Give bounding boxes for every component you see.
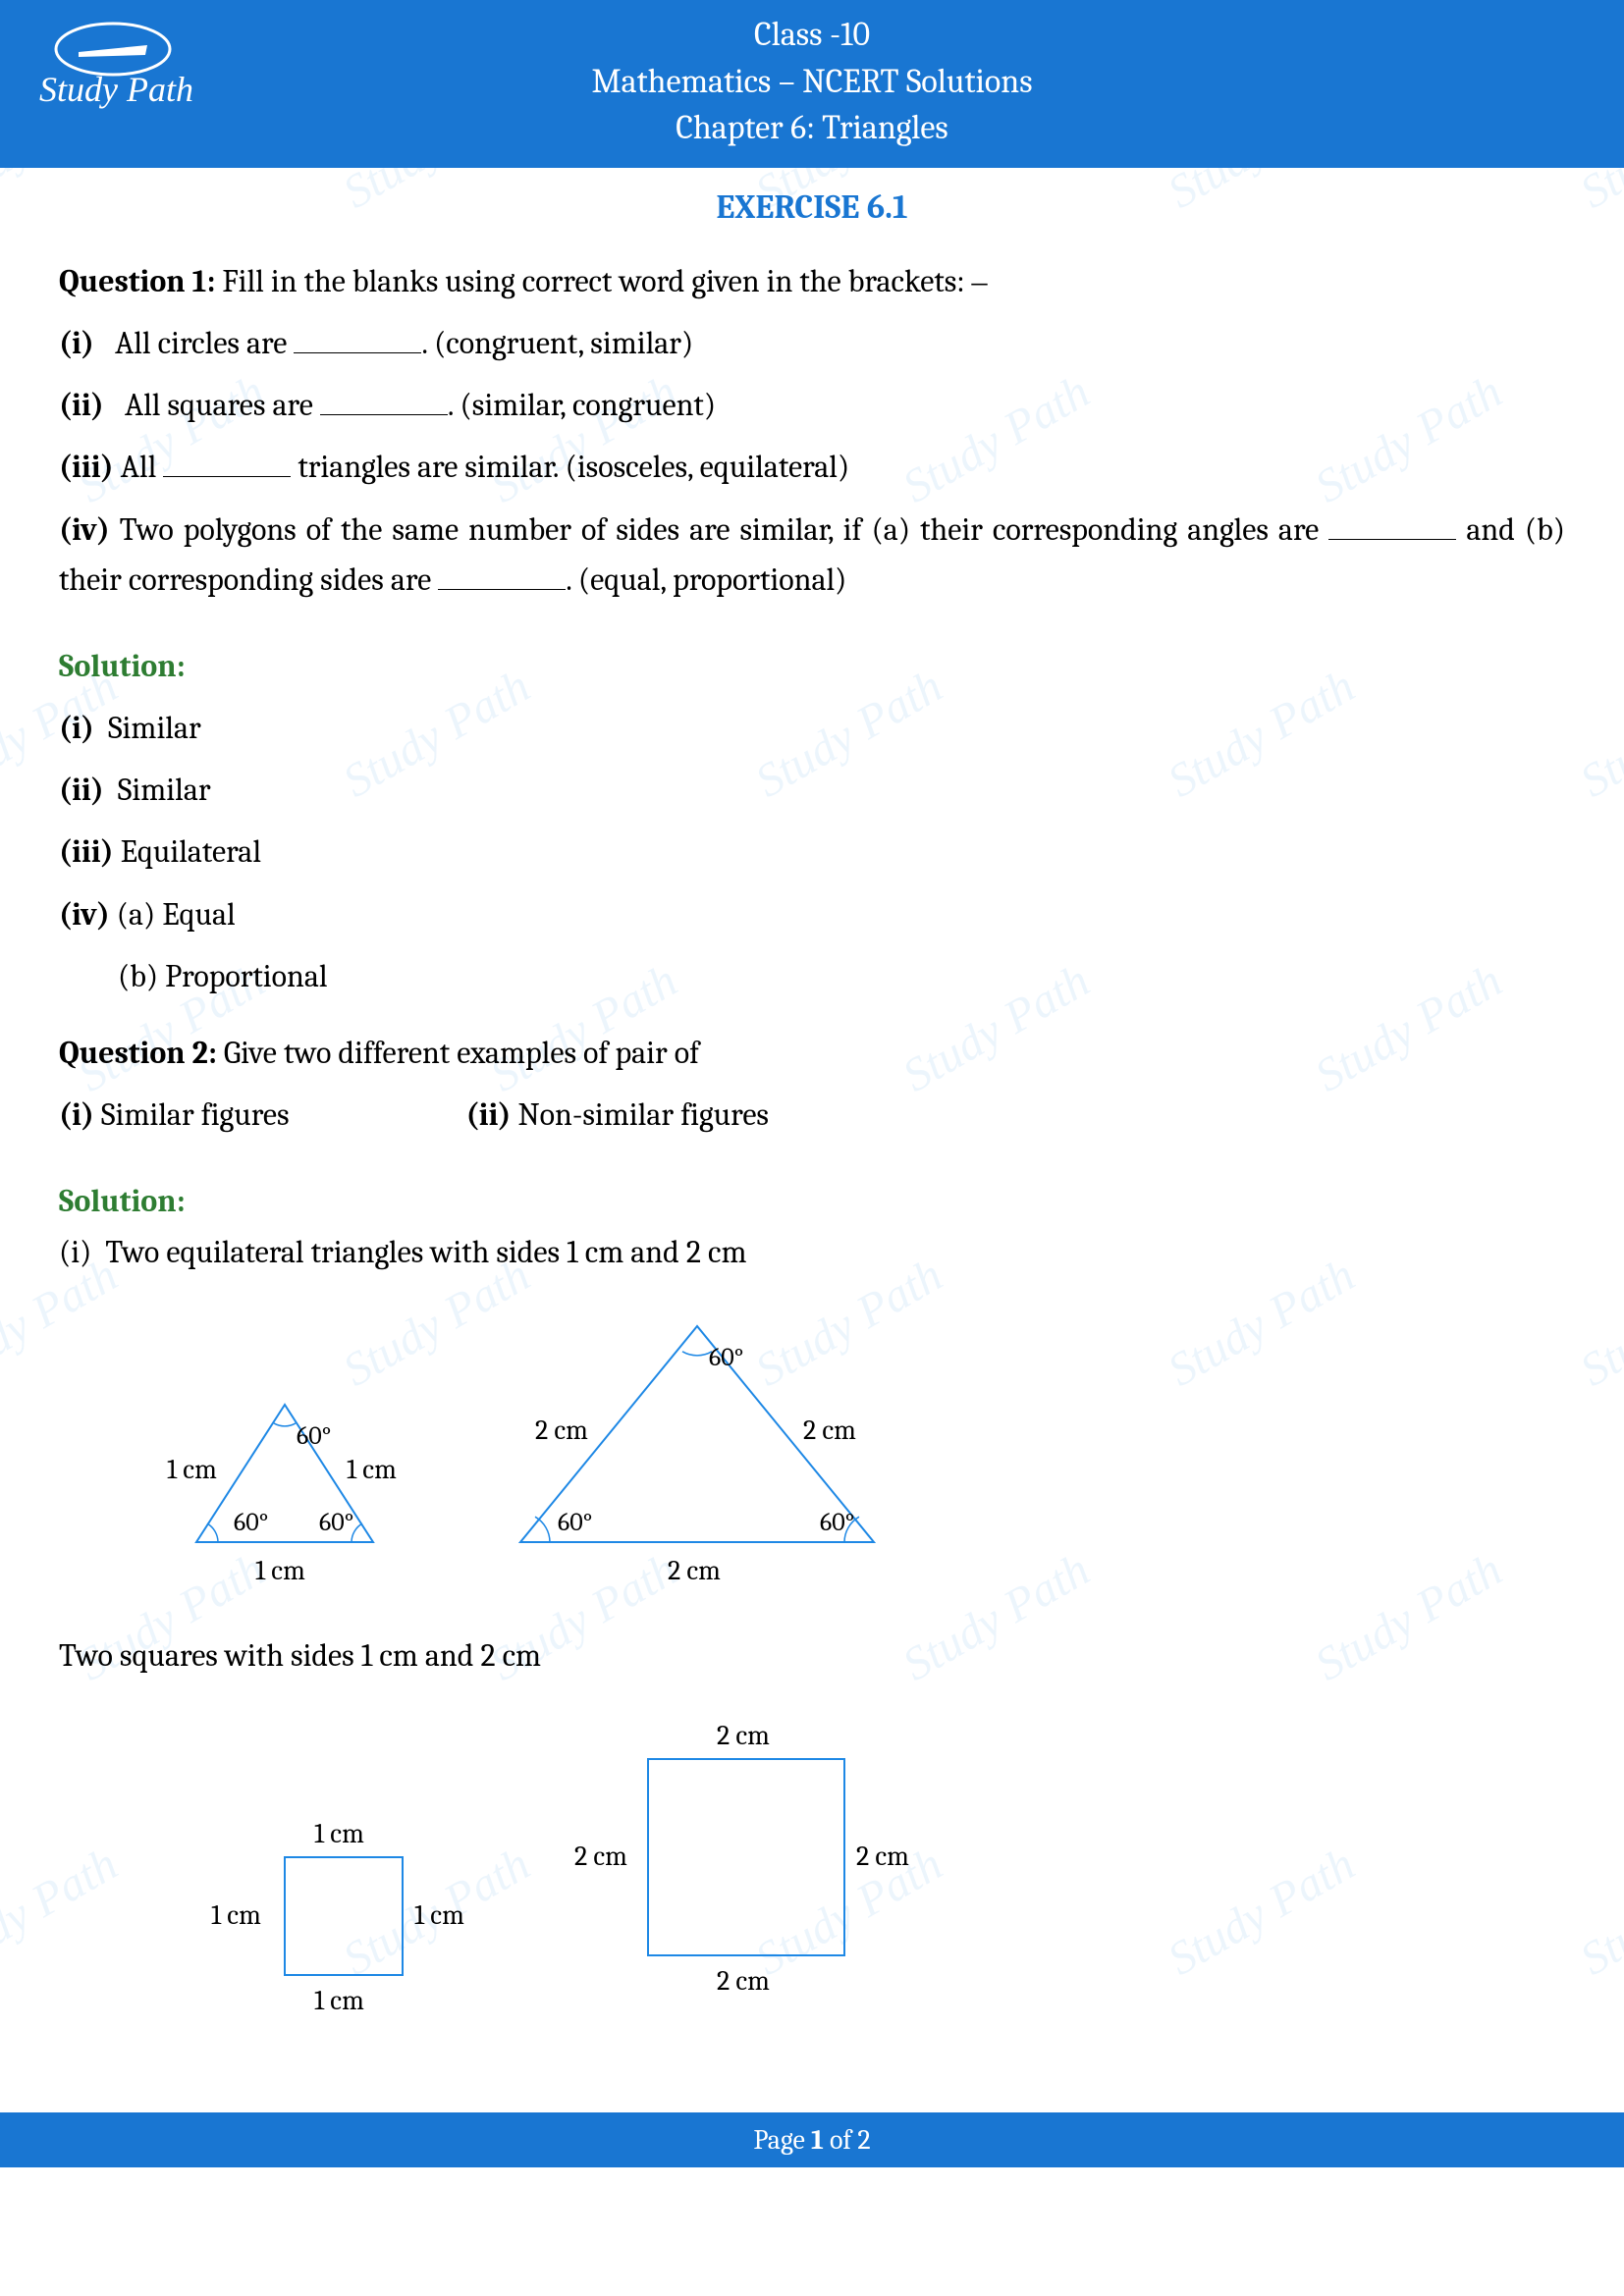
- blank: [320, 414, 448, 415]
- triangle-large-icon: 60° 60° 60° 2 cm 2 cm 2 cm: [491, 1307, 903, 1601]
- blank: [438, 589, 566, 590]
- svg-text:60°: 60°: [558, 1508, 592, 1537]
- q1-iv-t1: Two polygons of the same number of sides…: [120, 511, 1329, 548]
- svg-text:60°: 60°: [297, 1421, 331, 1451]
- svg-text:2 cm: 2 cm: [717, 1720, 770, 1751]
- q1-item-iv: (iv) Two polygons of the same number of …: [59, 505, 1565, 605]
- q1-item-ii: (ii) All squares are . (similar, congrue…: [59, 380, 1565, 430]
- q2-label: Question 2:: [59, 1035, 217, 1071]
- svg-text:2 cm: 2 cm: [668, 1555, 721, 1586]
- svg-text:Study Path: Study Path: [39, 70, 193, 109]
- blank: [294, 352, 421, 353]
- sol1-i-text: Similar: [108, 710, 201, 746]
- sol2-part-i: (i) Two equilateral triangles with sides…: [59, 1227, 1565, 1277]
- question-1: Question 1: Fill in the blanks using cor…: [59, 256, 1565, 306]
- q1-iii-num: (iii): [59, 449, 114, 485]
- svg-text:1 cm: 1 cm: [255, 1555, 305, 1586]
- q2-options: (i) Similar figures (ii) Non-similar fig…: [59, 1090, 1565, 1140]
- header-class: Class -10: [0, 12, 1624, 59]
- q1-i-num: (i): [59, 325, 94, 361]
- triangles-figure: 60° 60° 60° 1 cm 1 cm 1 cm 60° 60° 60° 2 cm 2 cm 2…: [157, 1307, 1565, 1601]
- square-large-icon: 2 cm 2 cm 2 cm 2 cm: [560, 1710, 933, 2044]
- footer-pre: Page: [753, 2124, 811, 2156]
- header-chapter: Chapter 6: Triangles: [0, 105, 1624, 152]
- q1-i-before: All circles are: [115, 325, 294, 361]
- svg-text:1 cm: 1 cm: [167, 1454, 217, 1485]
- sol1-i: (i) Similar: [59, 703, 1565, 753]
- svg-text:60°: 60°: [234, 1508, 268, 1537]
- svg-text:1 cm: 1 cm: [414, 1899, 464, 1931]
- q2-ii-num: (ii): [466, 1096, 512, 1133]
- q1-iv-num: (iv): [59, 511, 110, 548]
- blank: [1328, 539, 1456, 540]
- q1-ii-after: . (similar, congruent): [448, 387, 716, 423]
- sol1-ii-num: (ii): [59, 772, 104, 808]
- squares-figure: 1 cm 1 cm 1 cm 1 cm 2 cm 2 cm 2 cm 2 cm: [206, 1710, 1565, 2044]
- page-content: Question 1: Fill in the blanks using cor…: [0, 256, 1624, 2112]
- svg-text:1 cm: 1 cm: [211, 1899, 261, 1931]
- svg-text:2 cm: 2 cm: [803, 1415, 856, 1446]
- sol2-i-text: Two equilateral triangles with sides 1 c…: [105, 1234, 746, 1270]
- sol1-iv-a-text: (a) Equal: [117, 896, 236, 933]
- svg-text:2 cm: 2 cm: [574, 1841, 627, 1872]
- footer-num: 1: [811, 2124, 824, 2156]
- sol1-iv-num: (iv): [59, 896, 110, 933]
- sol1-iii: (iii) Equilateral: [59, 827, 1565, 877]
- q2-i-num: (i): [59, 1096, 94, 1133]
- sol2-i-num: (i): [59, 1234, 91, 1270]
- q1-i-after: . (congruent, similar): [421, 325, 693, 361]
- svg-text:1 cm: 1 cm: [314, 1985, 364, 2016]
- sol1-iii-num: (iii): [59, 833, 114, 870]
- q2-i-text: Similar figures: [101, 1096, 290, 1133]
- q1-iv-t3: . (equal, proportional): [566, 561, 846, 598]
- footer-mid: of: [824, 2124, 858, 2156]
- exercise-title: EXERCISE 6.1: [0, 187, 1624, 227]
- q2-prompt: Give two different examples of pair of: [224, 1035, 699, 1071]
- sol1-iv-a: (iv) (a) Equal: [59, 889, 1565, 939]
- sol1-iii-text: Equilateral: [121, 833, 261, 870]
- svg-text:60°: 60°: [820, 1508, 854, 1537]
- footer-total: 2: [857, 2124, 870, 2156]
- svg-text:2 cm: 2 cm: [717, 1965, 770, 1997]
- svg-text:60°: 60°: [709, 1343, 743, 1372]
- q1-item-iii: (iii) All triangles are similar. (isosce…: [59, 442, 1565, 492]
- q1-item-i: (i) All circles are . (congruent, simila…: [59, 318, 1565, 368]
- q1-iii-after: triangles are similar. (isosceles, equil…: [291, 449, 849, 485]
- sol1-i-num: (i): [59, 710, 94, 746]
- sol2-part-i-b: Two squares with sides 1 cm and 2 cm: [59, 1630, 1565, 1681]
- header-subject: Mathematics – NCERT Solutions: [0, 59, 1624, 106]
- page-header: Study Path Class -10 Mathematics – NCERT…: [0, 0, 1624, 168]
- q1-prompt: Fill in the blanks using correct word gi…: [222, 263, 987, 299]
- svg-text:2 cm: 2 cm: [535, 1415, 588, 1446]
- svg-text:2 cm: 2 cm: [856, 1841, 909, 1872]
- q1-ii-num: (ii): [59, 387, 104, 423]
- sol1-iv-b: (b) Proportional: [118, 951, 1565, 1001]
- svg-text:1 cm: 1 cm: [314, 1818, 364, 1849]
- study-path-logo: Study Path: [29, 18, 226, 116]
- blank: [163, 476, 291, 477]
- svg-text:60°: 60°: [319, 1508, 353, 1537]
- svg-text:1 cm: 1 cm: [347, 1454, 397, 1485]
- question-2: Question 2: Give two different examples …: [59, 1028, 1565, 1078]
- solution-2-label: Solution:: [59, 1176, 1565, 1226]
- q1-iii-before: All: [121, 449, 164, 485]
- sol1-ii: (ii) Similar: [59, 765, 1565, 815]
- sol1-ii-text: Similar: [118, 772, 211, 808]
- q1-ii-before: All squares are: [125, 387, 320, 423]
- solution-1-label: Solution:: [59, 641, 1565, 691]
- page-footer: Page 1 of 2: [0, 2112, 1624, 2167]
- triangle-small-icon: 60° 60° 60° 1 cm 1 cm 1 cm: [157, 1375, 412, 1601]
- square-small-icon: 1 cm 1 cm 1 cm 1 cm: [206, 1808, 481, 2044]
- q2-ii-text: Non-similar figures: [517, 1096, 769, 1133]
- q1-label: Question 1:: [59, 263, 215, 299]
